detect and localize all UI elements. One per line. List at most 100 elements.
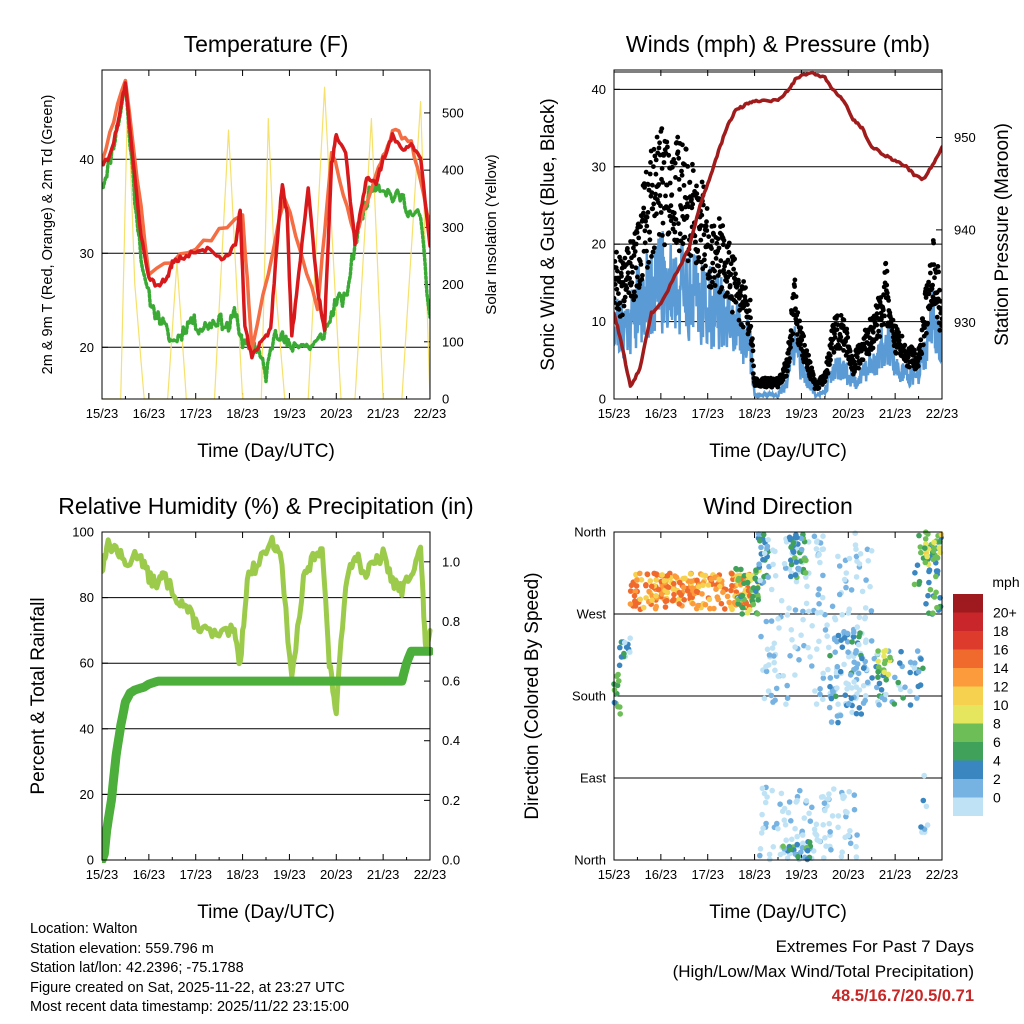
gust-point [709, 238, 715, 244]
direction-point [898, 648, 904, 655]
x-tick-label: 20/23 [320, 406, 353, 421]
direction-point [750, 593, 756, 600]
y-axis-label: 2m & 9m T (Red, Orange) & 2m Td (Green) [40, 95, 56, 375]
direction-point [853, 574, 860, 580]
direction-point [706, 596, 713, 603]
gust-point [637, 282, 642, 287]
gust-point [614, 259, 618, 264]
direction-point [643, 595, 649, 601]
direction-point [640, 604, 647, 611]
y2-tick-label: 0.6 [442, 674, 460, 689]
direction-point [792, 825, 798, 832]
y2-tick-label: 950 [954, 130, 976, 145]
gust-point [660, 220, 666, 226]
gust-point [647, 237, 653, 243]
gust-point [750, 343, 756, 348]
x-tick-label: 19/23 [785, 867, 818, 882]
direction-point [761, 550, 768, 557]
x-tick-label: 16/23 [645, 406, 678, 421]
direction-point [627, 635, 633, 641]
gust-point [633, 265, 639, 271]
y2-axis-label: Station Pressure (Maroon) [992, 123, 1013, 346]
direction-point [769, 787, 775, 794]
y2-tick-label: 400 [442, 163, 464, 178]
direction-point [798, 632, 804, 638]
x-tick-label: 21/23 [879, 406, 912, 421]
direction-point [858, 711, 865, 717]
gust-point [631, 253, 637, 258]
direction-point [765, 688, 772, 694]
direction-point [799, 845, 806, 851]
gust-point [832, 331, 837, 337]
gust-point [746, 308, 752, 313]
direction-point [806, 810, 812, 817]
direction-point [934, 604, 940, 611]
x-tick-label: 18/23 [738, 867, 771, 882]
direction-point [925, 592, 931, 599]
direction-point [803, 798, 810, 804]
gust-point [883, 260, 889, 266]
direction-point [634, 577, 640, 583]
direction-point [856, 705, 863, 711]
gust-point [629, 280, 635, 286]
legend-swatch [953, 686, 983, 705]
gust-point [792, 284, 797, 289]
gust-point [844, 326, 850, 332]
direction-point [863, 577, 869, 583]
gust-point [620, 312, 625, 318]
y-axis-label: Sonic Wind & Gust (Blue, Black) [538, 98, 559, 370]
direction-point [724, 593, 731, 600]
direction-point [665, 584, 672, 591]
gust-point [935, 264, 941, 269]
gust-point [704, 228, 710, 233]
direction-point [845, 610, 852, 616]
wind-direction-panel: Wind Direction Time (Day/UTC) Direction (C… [522, 493, 958, 923]
gust-point [679, 206, 685, 212]
legend-label: 4 [993, 753, 1001, 769]
direction-point [851, 629, 857, 636]
direction-point [695, 584, 702, 590]
gust-point [647, 229, 652, 235]
gust-point [736, 317, 742, 323]
gust-point [902, 342, 908, 348]
gust-point [676, 221, 681, 227]
gust-point [683, 146, 689, 152]
gust-point [731, 266, 736, 272]
direction-point [915, 668, 922, 675]
gust-point [847, 348, 853, 354]
x-axis-label: Time (Day/UTC) [709, 902, 847, 923]
direction-point [616, 678, 622, 684]
gust-point [653, 171, 659, 177]
gust-point [631, 289, 637, 295]
direction-point [774, 820, 780, 827]
direction-point [758, 633, 764, 640]
direction-point [778, 790, 785, 797]
gust-point [644, 248, 649, 254]
direction-point [801, 815, 808, 821]
direction-point [794, 797, 800, 804]
station-latlon: Station lat/lon: 42.2396; -75.1788 [30, 960, 244, 977]
direction-point [875, 648, 881, 654]
direction-point [781, 560, 788, 567]
gust-point [659, 166, 665, 171]
direction-point [821, 800, 828, 806]
direction-point [772, 548, 778, 555]
gust-point [823, 374, 829, 380]
gust-point [667, 180, 673, 186]
gust-point [710, 279, 715, 285]
gust-point [720, 242, 726, 248]
gust-point [924, 330, 929, 336]
direction-point [778, 597, 785, 604]
x-tick-label: 15/23 [86, 406, 119, 421]
direction-point [788, 627, 795, 633]
gust-point [939, 323, 942, 329]
gust-point [634, 230, 640, 235]
gust-point [733, 299, 739, 305]
legend-title: mph [992, 574, 1019, 590]
y2-tick-label: 300 [442, 220, 464, 235]
direction-point [825, 644, 832, 651]
direction-point [918, 824, 924, 830]
gust-point [621, 298, 627, 304]
direction-point [739, 611, 745, 617]
direction-point [755, 597, 761, 603]
